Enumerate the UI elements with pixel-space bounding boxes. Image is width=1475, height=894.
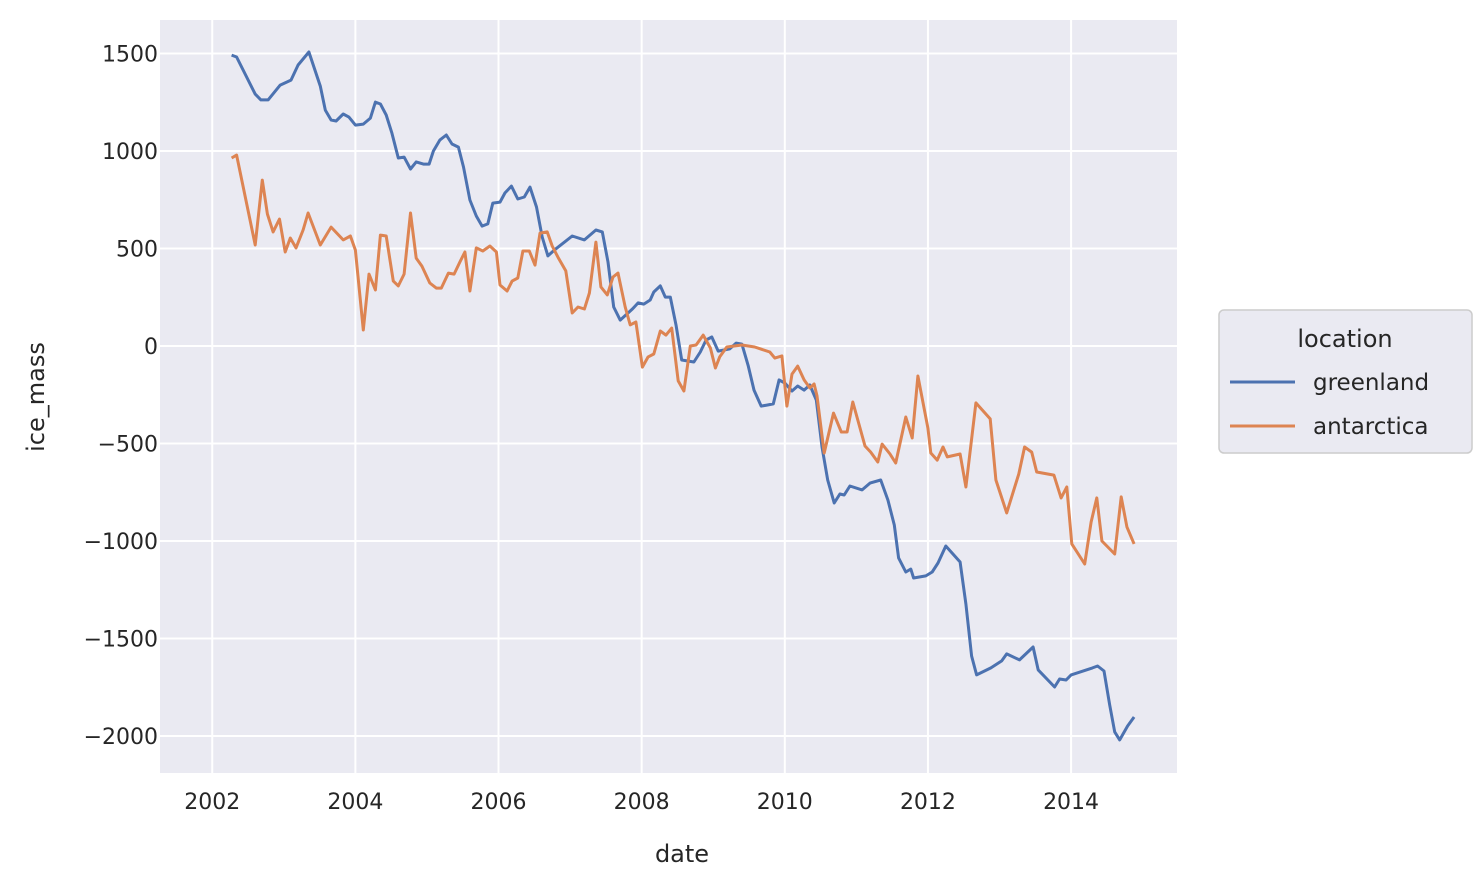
x-tick-label: 2004 <box>327 790 383 815</box>
legend-label-greenland: greenland <box>1313 370 1429 396</box>
y-tick-label: −2000 <box>84 725 158 750</box>
x-axis-label: date <box>655 840 709 868</box>
y-tick-label: 1000 <box>102 140 158 165</box>
y-axis-label: ice_mass <box>22 342 50 452</box>
legend-label-antarctica: antarctica <box>1313 414 1429 440</box>
y-tick-label: 1500 <box>102 43 158 68</box>
x-tick-label: 2008 <box>614 790 670 815</box>
plot-background <box>160 20 1177 773</box>
y-tick-labels: 1500 1000 500 0 −500 −1000 −1500 −2000 <box>84 43 158 750</box>
x-tick-label: 2012 <box>900 790 956 815</box>
x-tick-labels: 2002 2004 2006 2008 2010 2012 2014 <box>184 790 1099 815</box>
y-tick-label: −500 <box>98 432 158 457</box>
series-lines <box>230 50 1136 742</box>
x-tick-label: 2002 <box>184 790 240 815</box>
legend: location greenland antarctica <box>1218 309 1473 454</box>
y-tick-label: 0 <box>144 335 158 360</box>
legend-box <box>1218 309 1473 454</box>
y-tick-label: −1500 <box>84 627 158 652</box>
legend-title: location <box>1297 325 1392 353</box>
x-tick-label: 2006 <box>471 790 527 815</box>
series-line-antarctica <box>230 153 1136 566</box>
y-tick-label: 500 <box>116 238 158 263</box>
x-tick-label: 2010 <box>757 790 813 815</box>
series-line-greenland <box>231 50 1136 742</box>
x-tick-label: 2014 <box>1043 790 1099 815</box>
y-tick-label: −1000 <box>84 530 158 555</box>
